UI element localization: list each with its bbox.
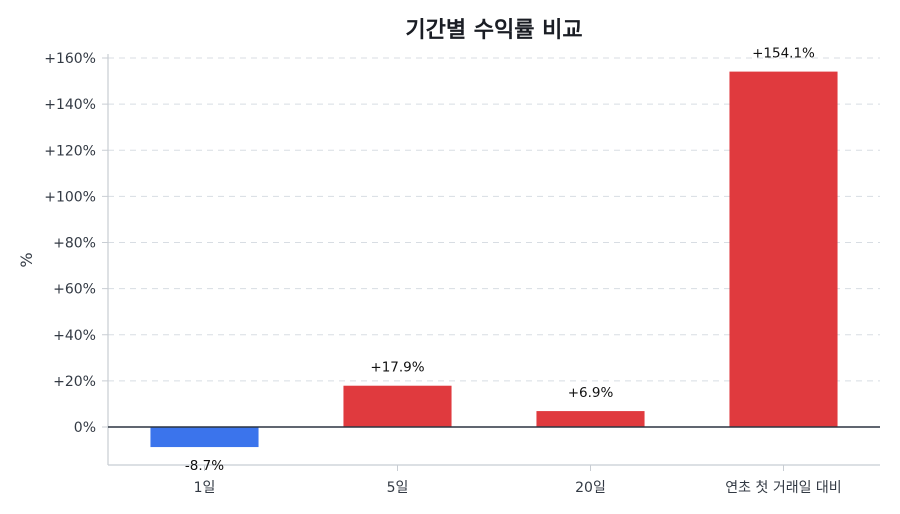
data-label: -8.7% — [185, 458, 224, 474]
bar — [536, 411, 645, 427]
y-tick-label: +60% — [53, 282, 96, 298]
axes: 0% +20% +40% +60% +80% +100% +120% +140% +160% 1일… — [44, 51, 880, 496]
y-tick-label: +160% — [44, 51, 96, 67]
y-tick-label: +100% — [44, 189, 96, 205]
bars — [150, 71, 838, 448]
y-tick-label: +20% — [53, 374, 96, 390]
y-tick-label: +140% — [44, 97, 96, 113]
y-tick-label: +80% — [53, 236, 96, 252]
data-label: +6.9% — [568, 385, 614, 401]
x-tick-label: 20일 — [575, 480, 606, 496]
bar — [343, 385, 452, 427]
x-tick-label: 1일 — [194, 480, 216, 496]
data-label: +154.1% — [752, 46, 815, 62]
x-tick-label: 5일 — [387, 480, 409, 496]
data-label: +17.9% — [370, 360, 424, 376]
y-axis-label: % — [17, 252, 36, 267]
y-tick-label: 0% — [74, 420, 96, 436]
x-tick-label: 연초 첫 거래일 대비 — [725, 480, 841, 496]
bar — [729, 71, 838, 427]
chart-title: 기간별 수익률 비교 — [405, 18, 582, 43]
y-tick-label: +120% — [44, 143, 96, 159]
y-tick-label: +40% — [53, 328, 96, 344]
data-labels: -8.7% +17.9% +6.9% +154.1% — [185, 46, 815, 474]
bar — [150, 427, 259, 448]
